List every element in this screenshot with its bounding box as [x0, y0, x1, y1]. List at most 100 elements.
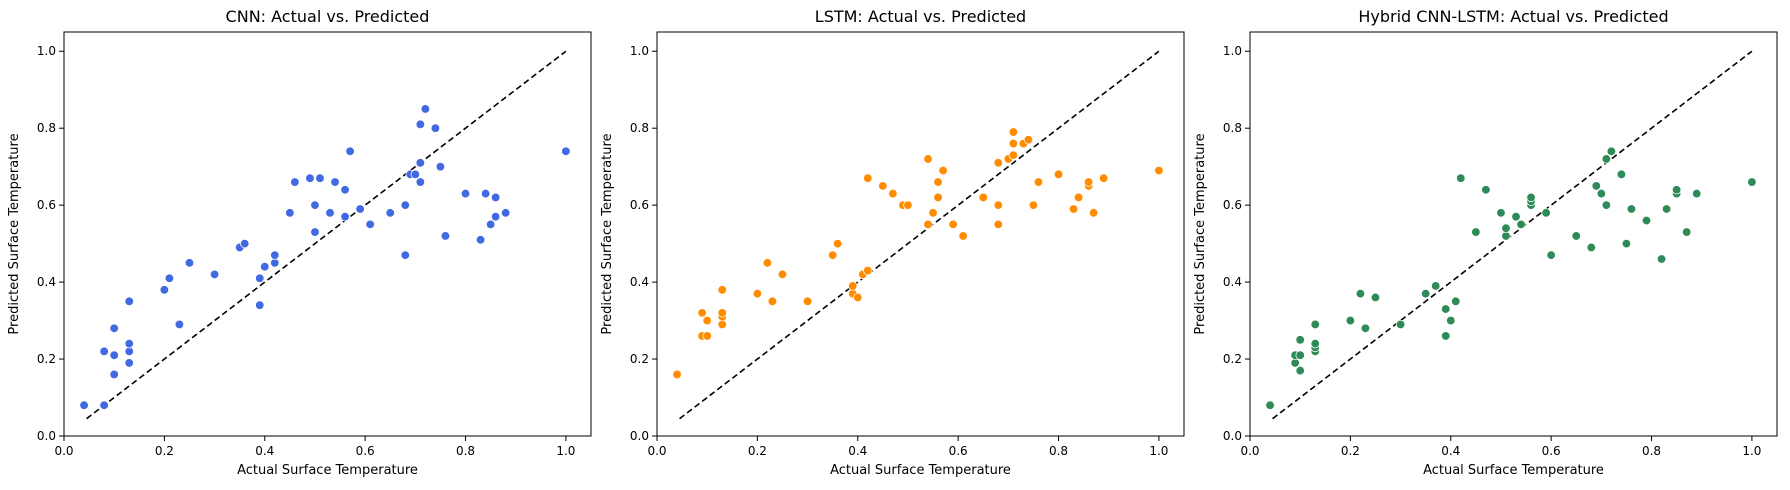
data-point: [305, 173, 315, 183]
y-tick-label: 0.6: [1223, 198, 1242, 212]
data-point: [124, 338, 134, 349]
data-point: [420, 104, 431, 114]
x-tick-label: 0.8: [1049, 444, 1068, 458]
data-point: [1501, 223, 1511, 233]
data-point: [410, 169, 421, 180]
data-point: [174, 319, 185, 330]
reference-line: [1272, 50, 1753, 420]
data-point: [848, 281, 858, 291]
data-point: [717, 319, 727, 330]
data-point: [1641, 215, 1652, 226]
data-point: [863, 265, 873, 276]
data-point: [1511, 212, 1521, 222]
data-point: [1747, 177, 1757, 187]
data-point: [1370, 292, 1381, 303]
chart-title: Hybrid CNN-LSTM: Actual vs. Predicted: [1358, 7, 1668, 26]
y-tick-label: 0.2: [37, 352, 56, 366]
data-point: [184, 258, 195, 268]
y-tick-label: 0.0: [630, 429, 649, 443]
data-point: [430, 123, 441, 133]
data-point: [159, 285, 170, 295]
data-point: [1295, 350, 1305, 360]
x-tick-label: 0.8: [456, 444, 475, 458]
x-tick-label: 0.4: [1441, 444, 1460, 458]
data-point: [415, 119, 426, 130]
data-point: [1661, 204, 1672, 214]
data-point: [415, 177, 426, 187]
axes-frame: [656, 31, 1185, 437]
x-tick-label: 0.2: [155, 444, 174, 458]
y-tick-label: 0.2: [1223, 352, 1242, 366]
data-point: [290, 177, 300, 187]
data-point: [853, 292, 863, 303]
data-point: [1516, 219, 1526, 230]
data-point: [315, 173, 325, 183]
data-point: [1431, 281, 1441, 291]
x-tick-label: 0.6: [1542, 444, 1561, 458]
data-point: [1671, 185, 1682, 195]
data-point: [993, 219, 1003, 230]
data-point: [164, 273, 175, 283]
x-tick-label: 1.0: [556, 444, 575, 458]
data-point: [1395, 319, 1406, 330]
y-tick-label: 0.0: [37, 429, 56, 443]
data-point: [1546, 250, 1556, 260]
y-tick-label: 0.6: [630, 198, 649, 212]
data-point: [958, 231, 968, 241]
y-tick-label: 0.0: [1223, 429, 1242, 443]
data-point: [1656, 254, 1667, 264]
data-point: [1008, 138, 1019, 149]
data-point: [345, 146, 355, 156]
data-point: [1053, 169, 1064, 180]
data-point: [340, 212, 350, 222]
data-point: [993, 158, 1003, 168]
x-axis-label: Actual Surface Temperature: [237, 463, 418, 478]
data-point: [1355, 288, 1366, 299]
data-point: [1616, 169, 1627, 180]
data-point: [99, 346, 109, 357]
data-point: [325, 208, 335, 218]
y-tick-label: 0.8: [37, 121, 56, 135]
data-point: [802, 296, 813, 307]
data-point: [923, 219, 933, 230]
y-tick-label: 0.4: [630, 275, 649, 289]
data-point: [109, 323, 119, 333]
data-point: [1626, 204, 1637, 214]
x-tick-label: 0.0: [54, 444, 73, 458]
data-point: [1008, 127, 1019, 137]
data-point: [1290, 358, 1300, 368]
data-point: [124, 346, 134, 357]
data-point: [1681, 227, 1692, 237]
data-point: [1601, 200, 1612, 210]
data-point: [903, 200, 913, 210]
data-point: [501, 208, 511, 218]
data-point: [1073, 192, 1084, 203]
data-point: [833, 238, 843, 249]
y-tick-label: 1.0: [1223, 44, 1242, 58]
data-point: [310, 200, 320, 210]
data-point: [240, 238, 250, 249]
data-point: [255, 300, 265, 310]
data-point: [400, 200, 410, 210]
data-point: [1496, 208, 1506, 218]
data-point: [485, 219, 496, 230]
data-point: [928, 208, 938, 218]
data-point: [1023, 135, 1034, 145]
x-tick-label: 0.8: [1642, 444, 1661, 458]
data-point: [124, 358, 134, 368]
x-tick-label: 0.2: [1341, 444, 1360, 458]
data-point: [490, 212, 501, 222]
data-point: [1541, 208, 1551, 218]
data-point: [365, 219, 375, 230]
data-point: [1028, 200, 1039, 210]
data-point: [1310, 338, 1320, 349]
data-point: [400, 250, 410, 260]
y-tick-label: 0.4: [1223, 275, 1242, 289]
data-point: [1606, 146, 1617, 156]
data-point: [310, 227, 320, 237]
data-point: [440, 231, 451, 241]
data-point: [993, 200, 1003, 210]
data-point: [270, 258, 280, 268]
chart-panel-3: 0.0 0.2 0.4 0.6 0.8 1.0 0.0 0.2 0.4 0.6 0.8 1.0 Hybr…: [1193, 7, 1778, 478]
